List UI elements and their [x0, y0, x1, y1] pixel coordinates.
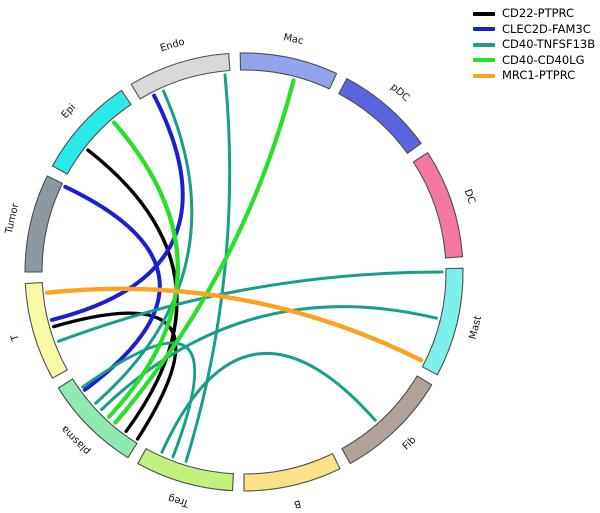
legend-item: CD40-TNFSF13B [473, 37, 596, 51]
chord-tumor-plasma [63, 184, 162, 392]
legend-label: CD40-TNFSF13B [502, 37, 596, 51]
legend-item: CD22-PTPRC [473, 6, 595, 20]
legend-item: MRC1-PTPRC [473, 68, 595, 82]
legend-label: CD40-CD40LG [502, 52, 585, 67]
segment-label-mast: Mast [468, 315, 484, 341]
segment-epi [51, 89, 132, 175]
chord-t-mast [44, 286, 424, 363]
segment-label-fib: Fib [401, 435, 419, 453]
segment-label-t: T [9, 332, 22, 343]
chord-t-mast [57, 270, 444, 343]
chord-mac-plasma [113, 78, 296, 425]
legend-swatch [473, 27, 495, 31]
segment-label-epi: Epi [60, 102, 79, 121]
chord-ribbons [44, 73, 444, 463]
legend-label: CLEC2D-FAM3C [502, 21, 591, 36]
segment-fib [341, 375, 433, 465]
chord-endo-treg [184, 73, 232, 463]
legend-label: MRC1-PTPRC [502, 68, 576, 82]
legend-item: CLEC2D-FAM3C [473, 21, 595, 36]
chord-epi-plasma [106, 120, 180, 419]
legend-swatch [473, 73, 495, 78]
chord-t-plasma [52, 311, 178, 441]
segment-label-treg: Treg [167, 492, 191, 509]
segment-label-pdc: pDC [388, 82, 411, 104]
circle-segments [24, 52, 464, 492]
segment-label-mac: Mac [282, 32, 304, 47]
segment-tumor [24, 175, 63, 273]
legend-label: CD22-PTPRC [502, 6, 575, 20]
legend: CD22-PTPRC CLEC2D-FAM3C CD40-TNFSF13B CD… [473, 6, 596, 82]
segment-label-dc: DC [462, 188, 477, 205]
segment-label-tumor: Tumor [4, 201, 22, 235]
segment-treg [137, 448, 234, 492]
segment-label-plasma: plasma [59, 423, 92, 456]
legend-swatch [473, 42, 495, 47]
segment-mac [239, 52, 338, 90]
segment-label-b: B [293, 497, 302, 509]
legend-swatch [473, 11, 495, 16]
chord-treg-fib [160, 352, 377, 454]
segment-b [243, 453, 341, 492]
segment-dc [412, 152, 464, 259]
legend-item: CD40-CD40LG [473, 52, 595, 67]
segment-mast [421, 267, 464, 376]
chord-plasma-treg [81, 341, 197, 459]
segment-endo [130, 52, 231, 100]
segment-label-endo: Endo [159, 37, 186, 55]
segment-plasma [57, 378, 138, 459]
segment-pdc [338, 78, 422, 154]
chord-endo-plasma [94, 89, 194, 405]
segment-t [24, 282, 68, 379]
legend-swatch [473, 58, 495, 62]
